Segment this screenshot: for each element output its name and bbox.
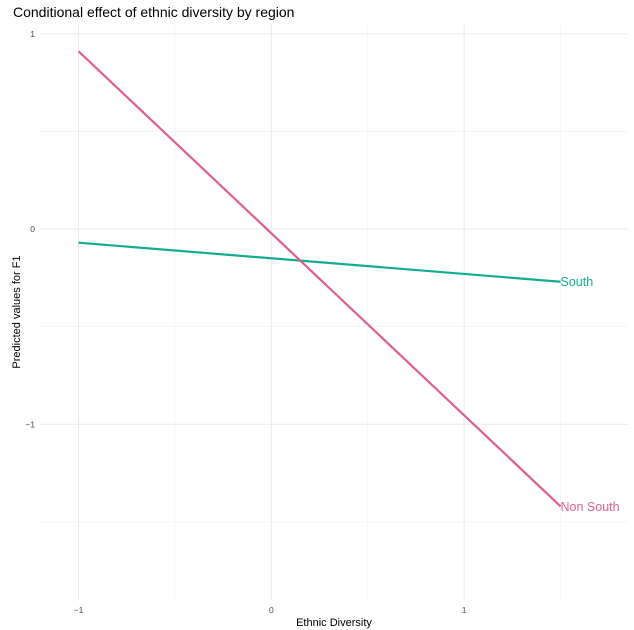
x-tick-label: 1 bbox=[462, 605, 467, 615]
x-tick-label: −1 bbox=[74, 605, 84, 615]
series-line-non-south bbox=[77, 50, 562, 508]
series-label-south: South bbox=[561, 275, 594, 289]
series-labels: South Non South bbox=[561, 275, 620, 514]
x-axis-title: Ethnic Diversity bbox=[296, 617, 372, 629]
series-label-non-south: Non South bbox=[561, 500, 620, 514]
y-tick-label: 1 bbox=[30, 29, 35, 39]
y-tick-label: −1 bbox=[25, 419, 35, 429]
series-line-south bbox=[78, 241, 561, 283]
y-axis-title: Predicted values for F1 bbox=[11, 255, 23, 368]
chart-title: Conditional effect of ethnic diversity b… bbox=[13, 4, 294, 20]
grid bbox=[40, 24, 628, 600]
y-tick-label: 0 bbox=[30, 224, 35, 234]
x-tick-label: 0 bbox=[269, 605, 274, 615]
tick-labels: −1 0 1 −1 0 1 bbox=[25, 29, 466, 615]
series-lines bbox=[77, 50, 562, 508]
